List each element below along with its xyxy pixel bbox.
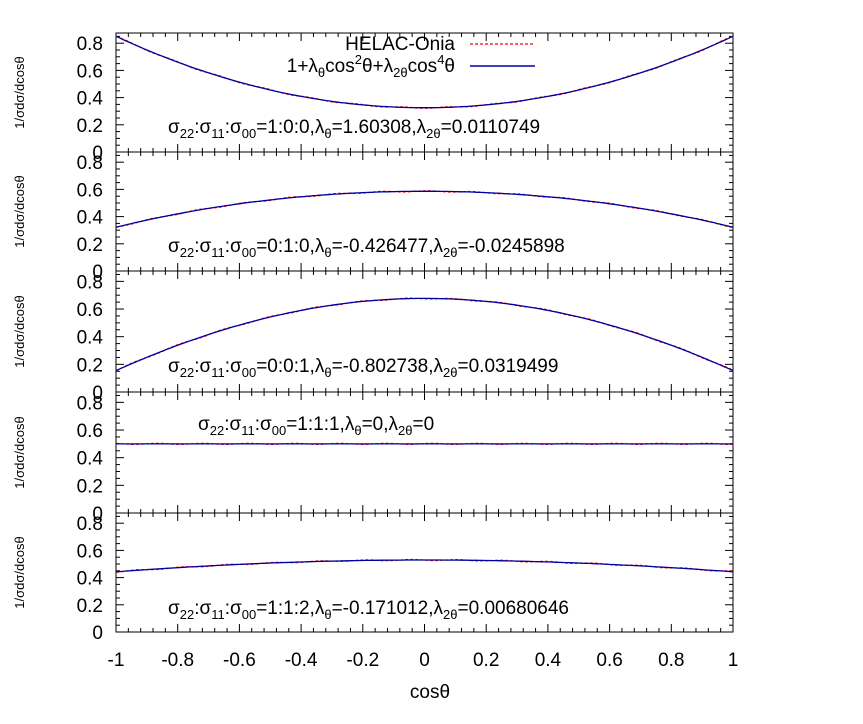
panel-2: 0 0.2 0.4 0.6 0.8 1/σdσ/dcosθ σ22:σ11:σ00=0:1:… — [12, 151, 734, 283]
y-tick-label: 0.4 — [77, 208, 104, 229]
y-tick-label: 0.8 — [77, 514, 103, 535]
x-tick-label: -1 — [108, 650, 125, 671]
y-tick-label: 0.6 — [77, 180, 103, 201]
panel-annotation: σ22:σ11:σ00=1:1:1,λθ=0,λ2θ=0 — [198, 414, 434, 438]
y-tick-label: 0.4 — [77, 328, 104, 349]
y-tick-label: 0.8 — [77, 393, 103, 414]
y-tick-label: 0.8 — [77, 153, 103, 174]
y-tick-label: 0.2 — [77, 116, 103, 137]
y-tick-label: 0.4 — [77, 89, 104, 110]
x-tick-label: 0.4 — [535, 650, 562, 671]
x-tick-label: -0.6 — [223, 650, 256, 671]
y-tick-label: 0 — [92, 623, 103, 644]
legend-label-fit: 1+λθcos2θ+λ2θcos4θ — [287, 52, 455, 80]
panel-4: 0 0.2 0.4 0.6 0.8 1/σdσ/dcosθ σ22:σ11:σ00=1:1:… — [12, 391, 734, 525]
x-tick-label: 0 — [419, 650, 430, 671]
panel-annotation: σ22:σ11:σ00=0:0:1,λθ=-0.802738,λ2θ=0.031… — [168, 356, 558, 380]
y-tick-label: 0.6 — [77, 61, 103, 82]
x-axis-label: cosθ — [410, 682, 450, 703]
panel-5: 0 0.2 0.4 0.6 0.8 1/σdσ/dcosθ σ22:σ11:σ00=1:1:… — [12, 512, 734, 644]
fit-curve — [115, 35, 734, 109]
y-axis-label: 1/σdσ/dcosθ — [12, 536, 27, 608]
y-axis-label: 1/σdσ/dcosθ — [12, 175, 27, 247]
y-tick-label: 0.6 — [77, 541, 103, 562]
fit-curve — [115, 297, 734, 372]
panel-3: 0 0.2 0.4 0.6 0.8 1/σdσ/dcosθ σ22:σ11:σ00=0:0:… — [12, 270, 734, 404]
x-tick-label: 1 — [728, 650, 739, 671]
y-tick-label: 0.2 — [77, 476, 103, 497]
x-axis: -1 -0.8 -0.6 -0.4 -0.2 0 0.2 0.4 0.6 0.8 1 — [108, 650, 739, 671]
panels: 0 0.2 0.4 0.6 0.8 1/σdσ/dcosθ σ22:σ11:σ00=1:0:… — [12, 32, 734, 644]
y-tick-label: 0.2 — [77, 235, 103, 256]
y-tick-label: 0.4 — [77, 569, 104, 590]
fit-curve — [115, 190, 734, 228]
y-tick-label: 0 — [92, 143, 103, 164]
y-tick-label: 0.2 — [77, 355, 103, 376]
y-tick-label: 0.8 — [77, 272, 103, 293]
y-tick-label: 0.6 — [77, 300, 103, 321]
panel-annotation: σ22:σ11:σ00=1:1:2,λθ=-0.171012,λ2θ=0.006… — [168, 598, 569, 622]
x-tick-label: -0.8 — [161, 650, 194, 671]
x-tick-label: 0.6 — [596, 650, 622, 671]
fit-curve — [115, 559, 734, 573]
panel-annotation: σ22:σ11:σ00=0:1:0,λθ=-0.426477,λ2θ=-0.02… — [168, 236, 565, 260]
y-tick-label: 0.6 — [77, 421, 103, 442]
panel-1: 0 0.2 0.4 0.6 0.8 1/σdσ/dcosθ σ22:σ11:σ00=1:0:… — [12, 32, 734, 164]
panel-annotation: σ22:σ11:σ00=1:0:0,λθ=1.60308,λ2θ=0.01107… — [168, 117, 540, 141]
y-tick-label: 0.2 — [77, 596, 103, 617]
x-tick-label: 0.2 — [473, 650, 499, 671]
y-tick-label: 0 — [92, 504, 103, 525]
y-axis-label: 1/σdσ/dcosθ — [12, 56, 27, 128]
x-tick-label: -0.4 — [285, 650, 318, 671]
y-axis-label: 1/σdσ/dcosθ — [12, 416, 27, 488]
y-tick-label: 0.8 — [77, 34, 103, 55]
legend: HELAC-Onia 1+λθcos2θ+λ2θcos4θ — [287, 34, 535, 80]
legend-label-helac: HELAC-Onia — [345, 34, 455, 55]
x-tick-label: -0.2 — [346, 650, 379, 671]
y-tick-label: 0 — [92, 262, 103, 283]
y-tick-label: 0.4 — [77, 449, 104, 470]
helac-onia-curve — [115, 190, 734, 229]
panel-frame — [115, 391, 734, 514]
y-tick-label: 0 — [92, 383, 103, 404]
x-tick-label: 0.8 — [658, 650, 684, 671]
y-axis-label: 1/σdσ/dcosθ — [12, 295, 27, 367]
